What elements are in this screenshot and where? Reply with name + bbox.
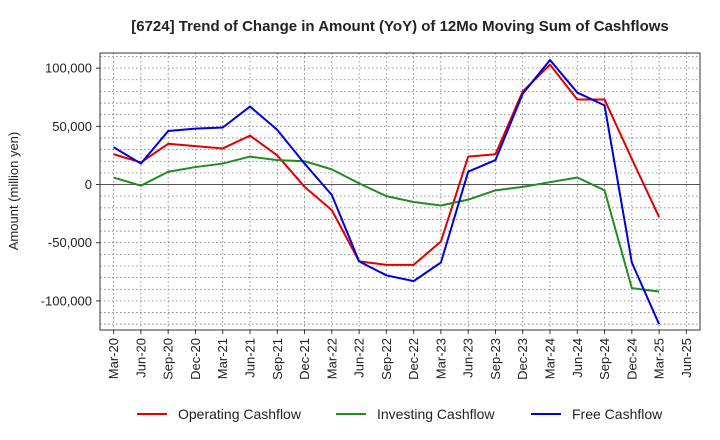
x-tick-label: Jun-24	[570, 338, 585, 378]
y-tick-label: 100,000	[45, 61, 92, 76]
legend-label-operating-cashflow: Operating Cashflow	[178, 406, 302, 422]
x-tick-label: Dec-22	[406, 338, 421, 380]
x-tick-label: Sep-22	[379, 338, 394, 380]
x-tick-label: Sep-20	[161, 338, 176, 380]
x-tick-label: Dec-21	[297, 338, 312, 380]
x-tick-label: Jun-20	[133, 338, 148, 378]
x-axis-ticks: Mar-20 Jun-20 Sep-20 Dec-20 Mar-21 Jun-21 Sep-…	[106, 330, 694, 380]
legend-label-free-cashflow: Free Cashflow	[572, 406, 663, 422]
y-tick-label: 50,000	[52, 119, 92, 134]
x-tick-label: Jun-23	[461, 338, 476, 378]
x-tick-label: Mar-22	[324, 338, 339, 379]
x-tick-label: Mar-23	[433, 338, 448, 379]
x-tick-label: Dec-20	[188, 338, 203, 380]
x-tick-label: Mar-20	[106, 338, 121, 379]
x-tick-label: Dec-23	[515, 338, 530, 380]
y-tick-label: -50,000	[48, 235, 92, 250]
series-line-free-cashflow	[113, 58, 661, 325]
x-tick-label: Mar-24	[543, 338, 558, 379]
series-line-investing-cashflow	[113, 155, 660, 293]
x-tick-label: Jun-21	[243, 338, 258, 378]
y-tick-label: -100,000	[41, 293, 92, 308]
y-axis-label: Amount (million yen)	[6, 132, 21, 251]
chart-title: [6724] Trend of Change in Amount (YoY) o…	[131, 18, 669, 35]
x-tick-label: Sep-24	[597, 338, 612, 380]
plot-area	[99, 52, 701, 331]
x-tick-label: Mar-21	[215, 338, 230, 379]
x-tick-label: Sep-21	[270, 338, 285, 380]
legend-label-investing-cashflow: Investing Cashflow	[377, 406, 495, 422]
x-tick-label: Jun-22	[352, 338, 367, 378]
y-axis-ticks: 100,000 50,000 0 -50,000 -100,000	[41, 61, 100, 308]
series-lines	[113, 58, 661, 325]
x-tick-label: Dec-24	[624, 338, 639, 380]
grid	[100, 53, 700, 330]
x-tick-label: Jun-25	[679, 338, 694, 378]
legend: Operating Cashflow Investing Cashflow Free…	[137, 406, 663, 422]
series-line-operating-cashflow	[113, 63, 660, 266]
y-tick-label: 0	[85, 177, 92, 192]
x-tick-label: Mar-25	[652, 338, 667, 379]
x-tick-label: Sep-23	[488, 338, 503, 380]
